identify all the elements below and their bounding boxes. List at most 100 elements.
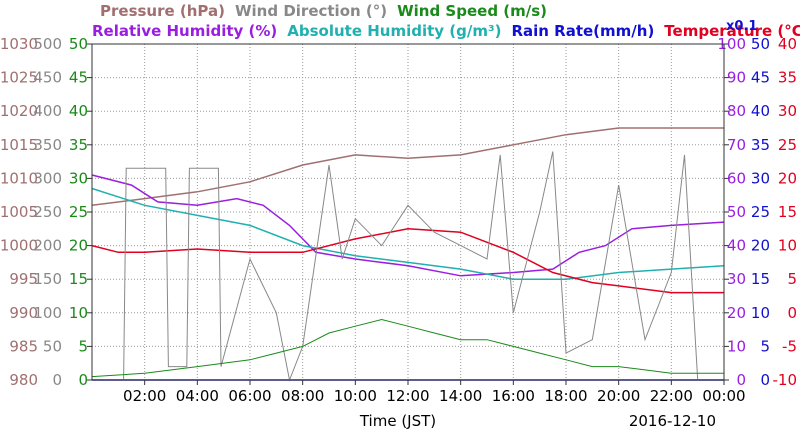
pressure-tick: 990 — [9, 304, 38, 322]
legend-entry: Absolute Humidity (g/m³) — [287, 22, 501, 40]
plot-grid — [92, 44, 724, 380]
pressure-tick: 1005 — [0, 203, 38, 221]
rain-rate-tick: 30 — [751, 169, 770, 187]
x-tick-label: 10:00 — [334, 387, 377, 405]
humidity-tick: 50 — [727, 203, 746, 221]
humidity-tick: 0 — [736, 371, 746, 389]
pressure-tick: 1010 — [0, 169, 38, 187]
rain-rate-tick: 25 — [751, 203, 770, 221]
wind-direction-tick: 50 — [43, 337, 62, 355]
wind-direction-tick: 400 — [33, 102, 62, 120]
temperature-tick: 0 — [787, 304, 797, 322]
wind-direction-tick: 350 — [33, 136, 62, 154]
wind-speed-tick: 5 — [78, 337, 88, 355]
date-label: 2016-12-10 — [629, 412, 716, 430]
humidity-tick: 90 — [727, 69, 746, 87]
series-line — [91, 127, 724, 207]
rain-rate-tick: 0 — [760, 371, 770, 389]
wind-speed-tick: 10 — [69, 304, 88, 322]
temperature-tick: 25 — [778, 136, 797, 154]
pressure-tick: 1025 — [0, 69, 38, 87]
x-tick-label: 16:00 — [492, 387, 535, 405]
legend-entry: Wind Direction (°) — [235, 2, 387, 20]
pressure-tick: 985 — [9, 337, 38, 355]
wind-speed-tick: 40 — [69, 102, 88, 120]
wind-direction-tick: 250 — [33, 203, 62, 221]
temperature-tick: 35 — [778, 69, 797, 87]
rain-rate-tick: 35 — [751, 136, 770, 154]
rain-scale-note: x0.1 — [726, 19, 757, 34]
humidity-tick: 100 — [717, 35, 746, 53]
humidity-tick: 60 — [727, 169, 746, 187]
humidity-tick: 40 — [727, 237, 746, 255]
x-tick-label: 04:00 — [176, 387, 219, 405]
legend-entry: Temperature (°C) — [664, 22, 800, 40]
rain-rate-tick: 45 — [751, 69, 770, 87]
x-axis-label: Time (JST) — [359, 412, 436, 430]
temperature-tick: 30 — [778, 102, 797, 120]
wind-speed-tick: 20 — [69, 237, 88, 255]
temperature-tick: -5 — [782, 337, 797, 355]
series-line — [91, 228, 724, 294]
x-tick-label: 00:00 — [702, 387, 745, 405]
wind-speed-tick: 15 — [69, 270, 88, 288]
wind-direction-tick: 450 — [33, 69, 62, 87]
pressure-tick: 980 — [9, 371, 38, 389]
temperature-tick: 40 — [778, 35, 797, 53]
rain-rate-tick: 20 — [751, 237, 770, 255]
temperature-tick: 15 — [778, 203, 797, 221]
rain-rate-tick: 5 — [760, 337, 770, 355]
humidity-tick: 30 — [727, 270, 746, 288]
series-line — [91, 174, 725, 277]
pressure-tick: 1020 — [0, 102, 38, 120]
left-axes: 1030102510201015101010051000995990985980… — [0, 35, 729, 389]
temperature-tick: -10 — [773, 371, 798, 389]
temperature-tick: 5 — [787, 270, 797, 288]
wind-speed-tick: 35 — [69, 136, 88, 154]
x-tick-label: 22:00 — [650, 387, 693, 405]
x-tick-label: 02:00 — [123, 387, 166, 405]
rain-rate-tick: 15 — [751, 270, 770, 288]
rain-rate-tick: 10 — [751, 304, 770, 322]
x-axis: 02:00 04:00 06:00 08:00 10:00 12:00 14:00 16:00… — [123, 380, 746, 405]
legend: Pressure (hPa) Wind Direction (°) Wind Spe… — [92, 2, 800, 40]
pressure-tick: 1015 — [0, 136, 38, 154]
x-tick-label: 12:00 — [386, 387, 429, 405]
right-axes: 1009080706050403020100504540353025201510… — [717, 35, 797, 389]
wind-speed-tick: 30 — [69, 169, 88, 187]
legend-entry: Relative Humidity (%) — [92, 22, 277, 40]
humidity-tick: 10 — [727, 337, 746, 355]
temperature-tick: 20 — [778, 169, 797, 187]
series-line — [92, 151, 724, 382]
wind-speed-tick: 0 — [78, 371, 88, 389]
wind-speed-tick: 50 — [69, 35, 88, 53]
humidity-tick: 70 — [727, 136, 746, 154]
wind-direction-tick: 0 — [52, 371, 62, 389]
wind-direction-tick: 150 — [33, 270, 62, 288]
wind-direction-tick: 200 — [33, 237, 62, 255]
humidity-tick: 80 — [727, 102, 746, 120]
pressure-tick: 1000 — [0, 237, 38, 255]
temperature-tick: 10 — [778, 237, 797, 255]
pressure-tick: 995 — [9, 270, 38, 288]
x-tick-label: 14:00 — [439, 387, 482, 405]
legend-entry: Wind Speed (m/s) — [397, 2, 547, 20]
wind-direction-tick: 100 — [33, 304, 62, 322]
pressure-tick: 1030 — [0, 35, 38, 53]
x-tick-label: 08:00 — [281, 387, 324, 405]
wind-direction-tick: 500 — [33, 35, 62, 53]
humidity-tick: 20 — [727, 304, 746, 322]
x-tick-label: 20:00 — [597, 387, 640, 405]
x-tick-label: 18:00 — [544, 387, 587, 405]
legend-entry: Pressure (hPa) — [100, 2, 225, 20]
wind-direction-tick: 300 — [33, 169, 62, 187]
x-tick-label: 06:00 — [228, 387, 271, 405]
legend-entry: Rain Rate(mm/h) — [511, 22, 654, 40]
rain-rate-tick: 50 — [751, 35, 770, 53]
wind-speed-tick: 25 — [69, 203, 88, 221]
rain-rate-tick: 40 — [751, 102, 770, 120]
series-line — [91, 187, 725, 280]
wind-speed-tick: 45 — [69, 69, 88, 87]
series-line — [91, 318, 724, 378]
